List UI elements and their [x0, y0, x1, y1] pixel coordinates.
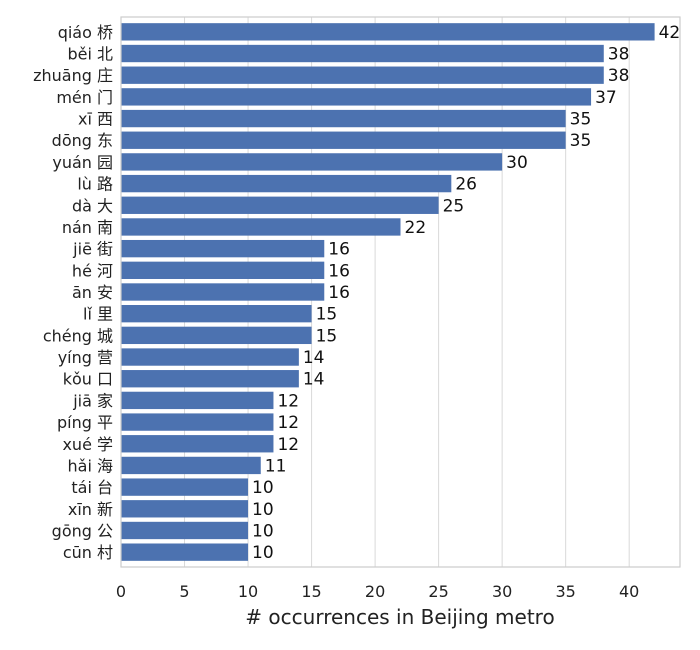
category-label: lù 路	[77, 175, 113, 194]
x-tick-label: 10	[238, 582, 258, 601]
bar	[121, 218, 401, 236]
category-label: dōng 东	[52, 131, 113, 150]
value-label: 26	[455, 175, 477, 195]
value-label: 10	[252, 478, 274, 498]
category-label: běi 北	[67, 45, 113, 64]
value-label: 15	[316, 326, 338, 346]
bar	[121, 413, 274, 431]
category-label: jiā 家	[72, 391, 113, 410]
bar	[121, 435, 274, 453]
x-tick-label: 30	[492, 582, 512, 601]
category-label: tái 台	[71, 478, 113, 497]
bar	[121, 326, 312, 345]
value-label: 16	[328, 283, 350, 303]
x-tick-label: 15	[301, 582, 321, 601]
category-label: yuán 园	[52, 153, 113, 172]
bar	[121, 478, 249, 496]
bar	[121, 109, 566, 128]
bar	[121, 196, 439, 214]
bar	[121, 174, 452, 193]
bar	[121, 305, 312, 323]
value-label: 11	[265, 456, 287, 476]
value-label: 12	[277, 413, 299, 433]
bar	[121, 543, 249, 561]
bar	[121, 131, 566, 149]
value-label: 38	[608, 45, 630, 65]
bar	[121, 261, 325, 279]
category-label: nán 南	[62, 218, 113, 237]
bar	[121, 370, 299, 388]
value-label: 37	[595, 88, 617, 108]
bar	[121, 521, 249, 540]
bar	[121, 456, 261, 475]
value-label: 30	[506, 153, 528, 173]
value-label: 35	[570, 131, 592, 151]
category-label: xué 学	[62, 435, 113, 454]
category-label: kǒu 口	[63, 370, 113, 389]
category-label: qiáo 桥	[58, 23, 113, 42]
category-label: yíng 营	[58, 348, 113, 367]
x-tick-labels: 0 5 10 15 20 25 30 35 40	[116, 582, 639, 601]
plot-frame	[120, 16, 681, 568]
category-label: chéng 城	[43, 326, 113, 345]
value-label: 12	[277, 435, 299, 455]
category-label: zhuāng 庄	[33, 66, 113, 85]
value-label: 10	[252, 543, 274, 563]
value-labels: 4238383735353026252216161615151414121212…	[252, 23, 680, 563]
bars	[121, 23, 655, 561]
bar	[121, 44, 604, 63]
bar	[121, 283, 325, 301]
bar	[121, 391, 274, 410]
x-axis-title: # occurrences in Beijing metro	[245, 605, 554, 629]
value-label: 14	[303, 348, 325, 368]
bar	[121, 348, 299, 366]
category-labels: qiáo 桥 běi 北 zhuāng 庄 mén 门 xī 西 dōng 东 yuán 园…	[33, 23, 113, 562]
value-label: 10	[252, 521, 274, 541]
value-label: 25	[443, 196, 465, 216]
category-label: cūn 村	[63, 543, 113, 562]
value-label: 35	[570, 110, 592, 130]
bar	[121, 66, 604, 84]
value-label: 16	[328, 240, 350, 260]
category-label: lǐ 里	[83, 305, 113, 324]
x-tick-label: 40	[619, 582, 639, 601]
value-label: 10	[252, 500, 274, 520]
category-label: ān 安	[72, 283, 113, 302]
x-tick-label: 25	[428, 582, 448, 601]
category-label: xīn 新	[68, 500, 113, 519]
x-tick-label: 0	[116, 582, 126, 601]
value-label: 38	[608, 66, 630, 86]
x-tick-label: 5	[179, 582, 189, 601]
bar	[121, 23, 655, 41]
bar	[121, 153, 503, 171]
category-label: hǎi 海	[68, 456, 113, 475]
category-label: mén 门	[56, 88, 113, 107]
category-label: píng 平	[57, 413, 113, 432]
value-label: 22	[405, 218, 427, 238]
x-tick-label: 20	[365, 582, 385, 601]
category-label: xī 西	[78, 110, 113, 129]
value-label: 16	[328, 261, 350, 281]
bar	[121, 239, 325, 258]
value-label: 42	[659, 23, 681, 43]
category-label: hé 河	[72, 261, 113, 280]
x-tick-label: 35	[555, 582, 575, 601]
category-label: gōng 公	[52, 521, 113, 540]
category-label: jiē 街	[72, 240, 113, 259]
value-label: 14	[303, 370, 325, 390]
bar	[121, 500, 249, 518]
value-label: 15	[316, 305, 338, 325]
bar	[121, 88, 592, 106]
category-label: dà 大	[72, 196, 113, 215]
value-label: 12	[277, 391, 299, 411]
